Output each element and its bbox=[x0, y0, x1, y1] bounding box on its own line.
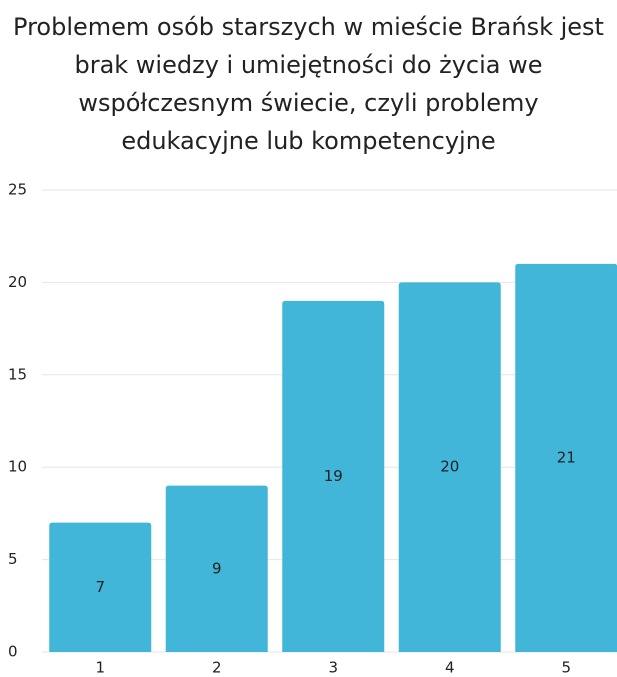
y-tick-label: 0 bbox=[8, 643, 18, 661]
bar bbox=[398, 282, 501, 652]
y-tick-label: 15 bbox=[8, 365, 27, 383]
bar bbox=[282, 300, 385, 652]
x-tick-label: 1 bbox=[95, 659, 105, 677]
value-label: 9 bbox=[212, 559, 222, 577]
value-label: 19 bbox=[324, 467, 343, 485]
y-tick-label: 20 bbox=[8, 273, 27, 291]
chart-title: Problemem osób starszych w mieście Brańs… bbox=[13, 13, 604, 155]
x-tick-label: 2 bbox=[212, 659, 222, 677]
x-tick-label: 3 bbox=[328, 659, 338, 677]
value-label: 7 bbox=[95, 578, 105, 596]
value-label: 21 bbox=[557, 448, 576, 466]
y-tick-label: 25 bbox=[8, 181, 27, 199]
bar bbox=[165, 485, 268, 652]
y-tick-label: 5 bbox=[8, 550, 18, 568]
value-label: 20 bbox=[440, 458, 459, 476]
bar bbox=[515, 263, 617, 652]
y-tick-label: 10 bbox=[8, 458, 27, 476]
bar bbox=[49, 522, 152, 652]
x-tick-label: 5 bbox=[561, 659, 571, 677]
x-tick-label: 4 bbox=[445, 659, 455, 677]
